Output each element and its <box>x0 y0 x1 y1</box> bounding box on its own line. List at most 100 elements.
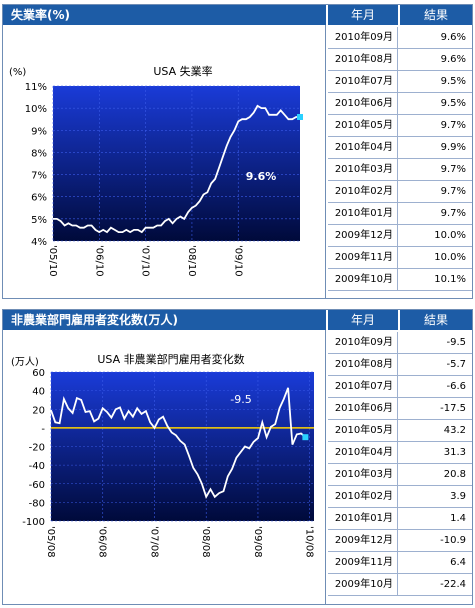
result-cell: 3.9 <box>450 491 466 502</box>
x-tick-label: '09/08 <box>252 526 263 558</box>
table-row: 2010年02月 9.7% <box>328 181 472 203</box>
month-cell: 2009年11月 <box>328 247 398 268</box>
x-tick-label: '06/10 <box>93 245 104 277</box>
month-cell: 2010年09月 <box>328 27 398 48</box>
result-cell: 9.7% <box>440 120 466 131</box>
table-row: 2010年03月 9.7% <box>328 159 472 181</box>
result-cell: 20.8 <box>443 469 466 480</box>
table-row: 2010年03月 20.8 <box>328 464 472 486</box>
x-tick-label: '07/10 <box>140 245 151 277</box>
result-cell: 43.2 <box>443 425 466 436</box>
unemployment-table: 2010年09月 9.6% 2010年08月 9.6% 2010年07月 9.5% 2010… <box>328 27 472 291</box>
table-row: 2010年08月 9.6% <box>328 49 472 71</box>
payrolls-table: 2010年09月 -9.5 2010年08月 -5.7 2010年07月 -6.6 2010… <box>328 332 472 596</box>
y-tick-label: 5% <box>31 215 47 226</box>
table-row: 2010年06月 9.5% <box>328 93 472 115</box>
table-row: 2009年11月 10.0% <box>328 247 472 269</box>
table-row: 2009年12月 10.0% <box>328 225 472 247</box>
y-axis-label: (万人) <box>11 356 39 368</box>
table-row: 2010年05月 43.2 <box>328 420 472 442</box>
table-row: 2009年10月 -22.4 <box>328 574 472 596</box>
table-row: 2010年02月 3.9 <box>328 486 472 508</box>
y-tick-label: 6% <box>31 193 47 204</box>
table-row: 2010年09月 9.6% <box>328 27 472 49</box>
x-tick-label: '05/10 <box>47 245 58 277</box>
x-tick-label: '05/08 <box>45 526 56 558</box>
month-column-header: 年月 <box>328 310 398 330</box>
month-cell: 2010年07月 <box>328 376 398 397</box>
table-row: 2010年06月 -17.5 <box>328 398 472 420</box>
month-cell: 2010年09月 <box>328 332 398 353</box>
x-tick-label: '09/10 <box>232 245 243 277</box>
chart-title: USA 非農業部門雇用者変化数 <box>97 352 244 366</box>
x-tick-label: '08/08 <box>200 526 211 558</box>
table-row: 2010年04月 9.9% <box>328 137 472 159</box>
payrolls-chart-area: -100 -80 -60 -40 -20-20 40 60'05/08'06/08'07/0… <box>3 330 326 604</box>
y-tick-label: 4% <box>31 237 47 248</box>
month-cell: 2009年10月 <box>328 269 398 290</box>
y-tick-label: -40 <box>29 461 45 472</box>
month-cell: 2010年04月 <box>328 442 398 463</box>
unemployment-chart-area: 4% 5% 6% 7% 8% 9% 10% 11% '05/10 '06/10 '07/10 '08/… <box>3 25 326 298</box>
series-line <box>50 387 306 499</box>
x-tick-label: '07/08 <box>148 526 159 558</box>
result-cell: -9.5 <box>446 337 466 348</box>
month-cell: 2010年03月 <box>328 464 398 485</box>
result-cell: 9.7% <box>440 164 466 175</box>
y-axis-label: (%) <box>9 67 26 78</box>
y-tick-label: 11% <box>25 82 47 93</box>
result-cell: 9.5% <box>440 98 466 109</box>
result-cell: -22.4 <box>440 579 466 590</box>
table-row: 2010年04月 31.3 <box>328 442 472 464</box>
month-cell: 2010年08月 <box>328 354 398 375</box>
payrolls-header: 非農業部門雇用者変化数(万人) <box>3 310 326 330</box>
table-row: 2010年07月 9.5% <box>328 71 472 93</box>
y-tick-label: -20 <box>29 443 45 454</box>
x-tick-label: '08/10 <box>186 245 197 277</box>
month-cell: 2010年04月 <box>328 137 398 158</box>
month-column-header: 年月 <box>328 5 398 25</box>
result-cell: 1.4 <box>450 513 466 524</box>
y-tick-label: -80 <box>29 498 45 509</box>
month-cell: 2010年03月 <box>328 159 398 180</box>
result-cell: -6.6 <box>446 381 466 392</box>
result-cell: 9.6% <box>440 32 466 43</box>
result-column-header: 結果 <box>400 310 472 330</box>
y-tick-label: 9% <box>31 126 47 137</box>
month-cell: 2010年02月 <box>328 486 398 507</box>
result-cell: 31.3 <box>443 447 466 458</box>
y-tick-label: 40 <box>32 387 45 398</box>
y-tick-label: 60 <box>32 368 45 379</box>
payrolls-chart: -100-80-60-40-20-204060'05/08'06/08'07/0… <box>11 352 315 558</box>
plot-area <box>51 372 314 521</box>
month-cell: 2009年10月 <box>328 574 398 595</box>
table-row: 2009年12月 -10.9 <box>328 530 472 552</box>
month-cell: 2010年06月 <box>328 93 398 114</box>
table-row: 2009年11月 6.4 <box>328 552 472 574</box>
y-tick-label: -60 <box>29 480 45 491</box>
month-cell: 2010年05月 <box>328 420 398 441</box>
unemployment-panel: 失業率(%) 年月 結果 4% 5% 6% 7% 8% 9% 10% 11% '05/10 '06… <box>2 4 473 299</box>
result-cell: -5.7 <box>446 359 466 370</box>
y-tick-label: 20 <box>32 405 45 416</box>
result-cell: 9.7% <box>440 186 466 197</box>
table-row: 2010年05月 9.7% <box>328 115 472 137</box>
month-cell: 2010年07月 <box>328 71 398 92</box>
payrolls-panel: 非農業部門雇用者変化数(万人) 年月 結果 -100 -80 -60 -40 -20-2… <box>2 309 473 605</box>
month-cell: 2010年01月 <box>328 203 398 224</box>
chart-title: USA 失業率 <box>153 64 212 78</box>
y-tick-label: 10% <box>25 104 47 115</box>
table-row: 2009年10月 10.1% <box>328 269 472 291</box>
result-cell: 9.6% <box>440 54 466 65</box>
table-row: 2010年01月 9.7% <box>328 203 472 225</box>
plot-area <box>53 86 300 241</box>
latest-value-label: -9.5 <box>230 393 251 406</box>
result-column-header: 結果 <box>400 5 472 25</box>
result-cell: -10.9 <box>440 535 466 546</box>
series-line <box>53 104 300 234</box>
result-cell: -17.5 <box>440 403 466 414</box>
last-point-marker <box>297 114 303 120</box>
last-point-marker <box>302 434 309 441</box>
month-cell: 2009年11月 <box>328 552 398 573</box>
result-cell: 10.1% <box>434 274 466 285</box>
